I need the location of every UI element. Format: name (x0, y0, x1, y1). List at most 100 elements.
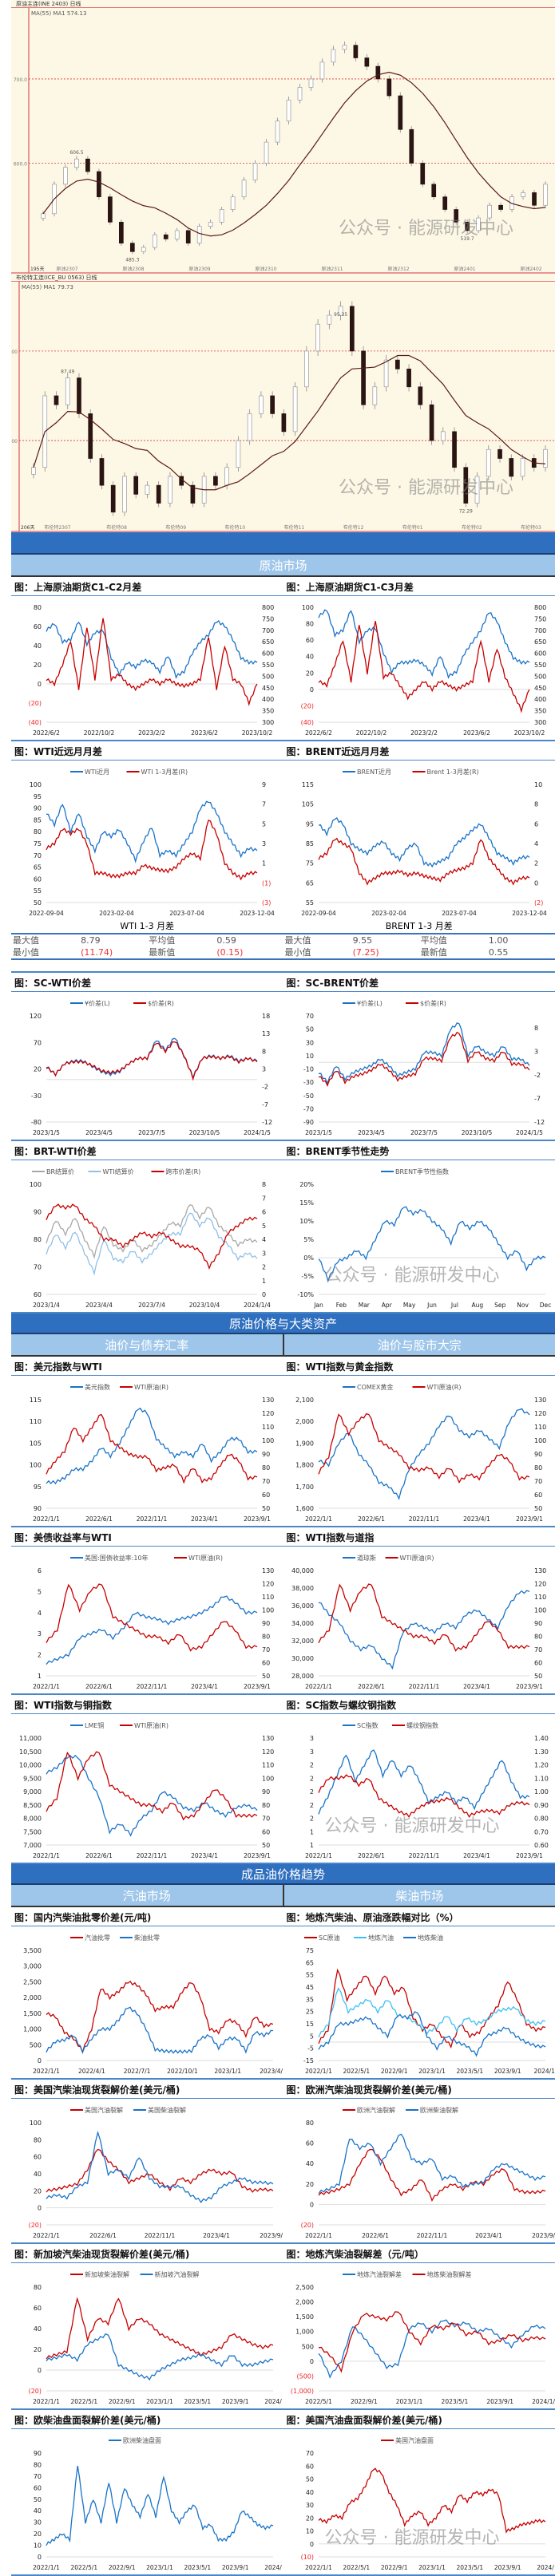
candle-up (544, 184, 548, 205)
candle-down (365, 58, 369, 67)
legend-label: ¥价差(L) (85, 999, 110, 1007)
chart-title: 图：SC-WTI价差 (11, 973, 283, 992)
y-tick-label-left: 1,500 (23, 2010, 42, 2017)
y-tick-label-left: 20 (34, 2531, 42, 2538)
y-tick-label-left: 20 (34, 2187, 42, 2195)
x-tick-label: Jun (426, 1302, 437, 1309)
y-tick-label-right: 8 (262, 1181, 266, 1188)
y-tick-label-right: 5 (262, 1223, 266, 1230)
chart-title: 图：SC指数与螺纹钢指数 (283, 1695, 555, 1714)
y-tick-label-right: -12 (534, 1119, 545, 1126)
y-tick-label-right: 700 (262, 627, 274, 634)
x-tick-label: Nov (517, 1302, 529, 1309)
candle-down (464, 468, 468, 504)
candle-up (343, 45, 347, 49)
y-tick-label-right: -12 (262, 1119, 272, 1126)
stats-label: 最新值 (419, 946, 487, 958)
y-tick-label-right: 6 (534, 820, 538, 828)
y-tick-label-left: 0 (309, 2358, 313, 2365)
y-tick-label-right: 600 (262, 650, 274, 658)
x-tick-label: 2022/11/1 (408, 1852, 439, 1859)
y-tick-label-right: 550 (262, 662, 274, 669)
y-tick-label-right: 4 (534, 840, 538, 847)
candle-up (242, 180, 246, 197)
x-tick-label: 2022/9/1 (380, 2068, 407, 2075)
stats-value: (11.74) (79, 946, 147, 958)
y-tick-label-left: 2,500 (23, 1978, 42, 1985)
stats-value: 0.55 (487, 946, 555, 958)
x-tick-label: 2022/1/1 (305, 1515, 332, 1523)
y-tick-label-right: 80 (262, 1464, 270, 1472)
y-tick-label-right: 110 (262, 1594, 274, 1601)
chart-title: 图：WTI指数与道指 (283, 1527, 555, 1547)
y-tick-label-right: 0.80 (534, 1815, 549, 1823)
x-tick-label: 2022/6/1 (362, 2232, 389, 2239)
x-tick-label: 2022/1/1 (305, 1852, 332, 1859)
x-tick-label: 2023/4/1 (191, 1515, 218, 1523)
y-tick-label-right: 80 (534, 1464, 542, 1472)
candle-down (119, 222, 123, 243)
moving-average-line (43, 72, 545, 235)
y-tick-label-left: 115 (301, 781, 313, 788)
y-tick-label-left: (40) (29, 719, 42, 726)
y-tick-label-right: 1.40 (534, 1735, 549, 1742)
y-tick-label-left: 20 (305, 2515, 313, 2522)
subsection-title: 汽油市场 (11, 1885, 283, 1906)
y-tick-label-right: 2 (534, 860, 538, 867)
series-line-1 (46, 1042, 257, 1080)
y-tick-label-left: 75 (305, 860, 313, 867)
stats-label: 最小值 (283, 946, 351, 958)
x-tick-label: 2022/6/2 (305, 729, 332, 737)
chart-title: 图：上海原油期货C1-C3月差 (283, 577, 555, 596)
y-tick-label-right: 60 (534, 1660, 542, 1667)
candle-up (42, 214, 46, 219)
x-tick-label: Feb (335, 1302, 347, 1309)
y-tick-label-left: 75 (305, 1947, 313, 1954)
legend-label: 美国柴油裂解 (148, 2106, 186, 2114)
candle-up (477, 218, 481, 231)
y-tick-label-left: 3 (309, 1748, 313, 1756)
y-tick-label-left: 10,000 (19, 1762, 42, 1769)
y-tick-label-left: (20) (300, 702, 313, 709)
y-tick-label-left: 60 (305, 2463, 313, 2470)
y-tick-label-left: 5 (309, 2033, 313, 2040)
y-tick-label-left: 2,000 (23, 1994, 42, 2001)
y-tick-label-left: 50 (305, 2476, 313, 2483)
stats-value: 9.55 (351, 934, 419, 946)
x-tick-label: 2023/2/2 (410, 729, 438, 737)
y-tick-label-left: 38,000 (291, 1585, 314, 1592)
candle-up (220, 210, 224, 223)
y-tick-label-left: 45 (305, 1984, 313, 1991)
y-tick-label-right: -7 (534, 1095, 541, 1102)
x-tick-label: Mar (358, 1302, 370, 1309)
x-tick-label: 2022/5/1 (343, 2068, 370, 2075)
y-tick-label-right: 450 (262, 685, 274, 692)
price-annotation: 87.49 (61, 369, 74, 375)
y-tick-label-left: 70 (305, 2450, 313, 2457)
legend-label: 地炼汽油 (368, 1934, 394, 1942)
candle-down (157, 485, 161, 503)
y-tick-label-right: 300 (262, 719, 274, 726)
y-tick-label-left: 80 (34, 604, 42, 611)
subsection-title: 油价与股市大宗 (283, 1334, 555, 1355)
y-tick-label-right: 750 (534, 615, 546, 622)
y-tick-label-left: (40) (300, 719, 313, 726)
x-tick-label: 2023/9/1 (222, 2564, 249, 2571)
y-tick-label-left: -10% (297, 1291, 314, 1298)
x-tick-label: 2023/1/5 (33, 1129, 60, 1136)
x-tick-label: 2023/4/1 (260, 2068, 283, 2075)
y-tick-label-left: 15 (305, 2021, 313, 2028)
y-tick-label-left: 1 (38, 1673, 42, 1680)
chart-title: 图：地炼汽柴油、原油涨跌幅对比（%） (283, 1907, 555, 1926)
x-tick-label: 2023/5/1 (184, 2564, 211, 2571)
x-tick-label: 2023/9/1 (516, 1683, 543, 1690)
ma-label: MA(55) MA1 79.73 (22, 284, 73, 290)
x-tick-label: 2023/2/2 (138, 729, 165, 737)
